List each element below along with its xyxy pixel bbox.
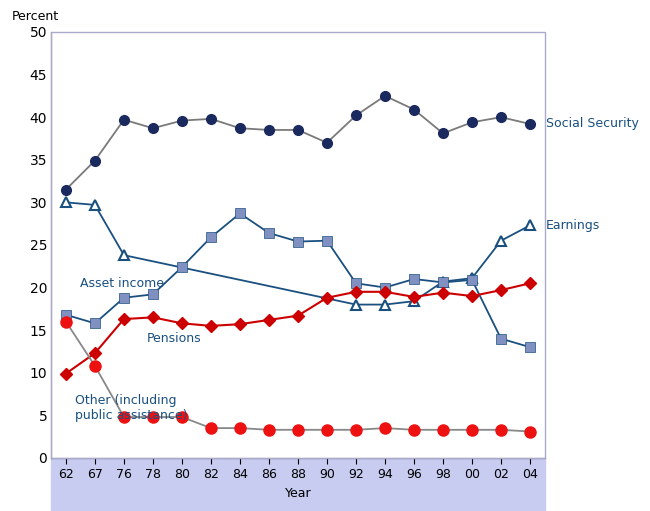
Text: Asset income: Asset income (81, 277, 164, 290)
Text: Pensions: Pensions (147, 332, 202, 345)
Text: Other (including
public assistance): Other (including public assistance) (75, 394, 187, 422)
Text: Social Security: Social Security (546, 118, 639, 130)
Text: Earnings: Earnings (546, 219, 600, 232)
X-axis label: Year: Year (285, 487, 311, 500)
Text: Percent: Percent (12, 10, 59, 24)
